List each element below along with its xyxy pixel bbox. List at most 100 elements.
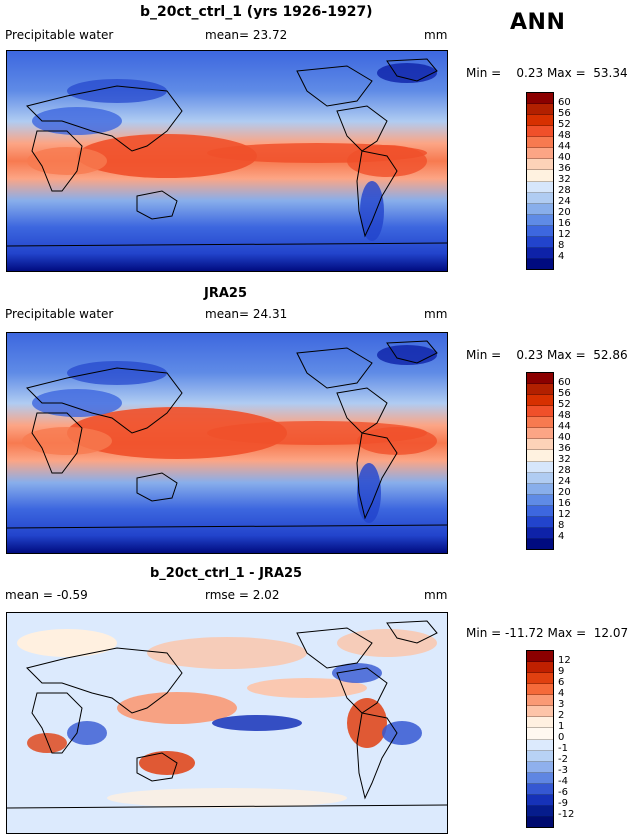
colorbar-tick-label: 12 [558, 229, 571, 240]
colorbar-tick-label: 32 [558, 454, 571, 465]
colorbar-segment [527, 159, 553, 171]
colorbar-tick-label: -3 [558, 765, 568, 776]
panel-1-unit-label: mm [424, 28, 448, 42]
panel-1-map [6, 50, 448, 272]
colorbar-segment [527, 247, 553, 259]
colorbar-tick-label: 44 [558, 421, 571, 432]
colorbar-segment [527, 137, 553, 149]
colorbar-segment [527, 805, 553, 817]
colorbar-segment [527, 728, 553, 740]
colorbar-tick-label: -1 [558, 743, 568, 754]
colorbar-segment [527, 439, 553, 451]
colorbar-tick-label: 24 [558, 196, 571, 207]
panel-2-unit-label: mm [424, 307, 448, 321]
colorbar-tick-label: 52 [558, 119, 571, 130]
panel-1-mean-label: mean= 23.72 [205, 28, 288, 42]
panel-3-minmax: Min = -11.72 Max = 12.07 [466, 626, 629, 640]
panel-3-title: b_20ct_ctrl_1 - JRA25 [150, 566, 303, 581]
colorbar-segment [527, 527, 553, 539]
colorbar-segment [527, 115, 553, 127]
colorbar-segment [527, 373, 553, 385]
colorbar-segment [527, 225, 553, 237]
panel-3-map [6, 612, 448, 834]
colorbar-segment [527, 816, 553, 827]
colorbar-tick-label: 9 [558, 666, 565, 677]
colorbar-segment [527, 417, 553, 429]
colorbar-segment [527, 651, 553, 663]
panel-2-minmax: Min = 0.23 Max = 52.86 [466, 348, 628, 362]
panel-1-variable-label: Precipitable water [5, 28, 114, 42]
colorbar-tick-label: 6 [558, 677, 565, 688]
colorbar-segment [527, 258, 553, 269]
panel-3-map-svg [7, 613, 447, 833]
colorbar-tick-label: 2 [558, 710, 565, 721]
colorbar-tick-label: 60 [558, 377, 571, 388]
colorbar-segment [527, 761, 553, 773]
colorbar-segment [527, 538, 553, 549]
colorbar-segment [527, 148, 553, 160]
colorbar-segment [527, 739, 553, 751]
colorbar-tick-label: 56 [558, 388, 571, 399]
colorbar-segment [527, 717, 553, 729]
colorbar-tick-label: -9 [558, 798, 568, 809]
colorbar-segment [527, 494, 553, 506]
panel-1-map-svg [7, 51, 447, 271]
colorbar-segment [527, 181, 553, 193]
colorbar-segment [527, 170, 553, 182]
colorbar-tick-label: 8 [558, 520, 565, 531]
colorbar-tick-label: 48 [558, 130, 571, 141]
panel-2-colorbar [526, 372, 554, 550]
colorbar-segment [527, 706, 553, 718]
colorbar-tick-label: 60 [558, 97, 571, 108]
panel-1-title: b_20ct_ctrl_1 (yrs 1926-1927) [140, 4, 373, 20]
colorbar-segment [527, 505, 553, 517]
colorbar-segment [527, 93, 553, 105]
colorbar-tick-label: 12 [558, 509, 571, 520]
colorbar-segment [527, 428, 553, 440]
colorbar-segment [527, 406, 553, 418]
colorbar-segment [527, 395, 553, 407]
colorbar-segment [527, 472, 553, 484]
colorbar-tick-label: -2 [558, 754, 568, 765]
panel-2-variable-label: Precipitable water [5, 307, 114, 321]
colorbar-tick-label: 16 [558, 218, 571, 229]
colorbar-tick-label: 20 [558, 207, 571, 218]
colorbar-tick-label: 52 [558, 399, 571, 410]
colorbar-tick-label: 28 [558, 465, 571, 476]
colorbar-tick-label: 16 [558, 498, 571, 509]
panel-1-colorbar [526, 92, 554, 270]
colorbar-segment [527, 684, 553, 696]
colorbar-segment [527, 450, 553, 462]
colorbar-tick-label: 20 [558, 487, 571, 498]
colorbar-segment [527, 673, 553, 685]
colorbar-tick-label: 1 [558, 721, 565, 732]
colorbar-tick-label: 0 [558, 732, 565, 743]
colorbar-tick-label: 24 [558, 476, 571, 487]
panel-3-unit-label: mm [424, 588, 448, 602]
colorbar-tick-label: -4 [558, 776, 568, 787]
colorbar-tick-label: 40 [558, 152, 571, 163]
colorbar-tick-label: 28 [558, 185, 571, 196]
colorbar-tick-label: 32 [558, 174, 571, 185]
colorbar-tick-label: 4 [558, 688, 565, 699]
panel-2-map [6, 332, 448, 554]
colorbar-tick-label: 3 [558, 699, 565, 710]
colorbar-segment [527, 104, 553, 116]
colorbar-segment [527, 461, 553, 473]
colorbar-segment [527, 214, 553, 226]
panel-3-colorbar [526, 650, 554, 828]
colorbar-tick-label: -6 [558, 787, 568, 798]
colorbar-segment [527, 783, 553, 795]
colorbar-tick-label: 4 [558, 251, 565, 262]
colorbar-tick-label: 44 [558, 141, 571, 152]
colorbar-tick-label: -12 [558, 809, 575, 820]
colorbar-segment [527, 203, 553, 215]
colorbar-segment [527, 384, 553, 396]
colorbar-segment [527, 695, 553, 707]
panel-1-minmax: Min = 0.23 Max = 53.34 [466, 66, 628, 80]
colorbar-tick-label: 48 [558, 410, 571, 421]
colorbar-tick-label: 56 [558, 108, 571, 119]
panel-3-rmse-label: rmse = 2.02 [205, 588, 280, 602]
panel-2-title: JRA25 [204, 286, 247, 301]
panel-2-map-svg [7, 333, 447, 553]
